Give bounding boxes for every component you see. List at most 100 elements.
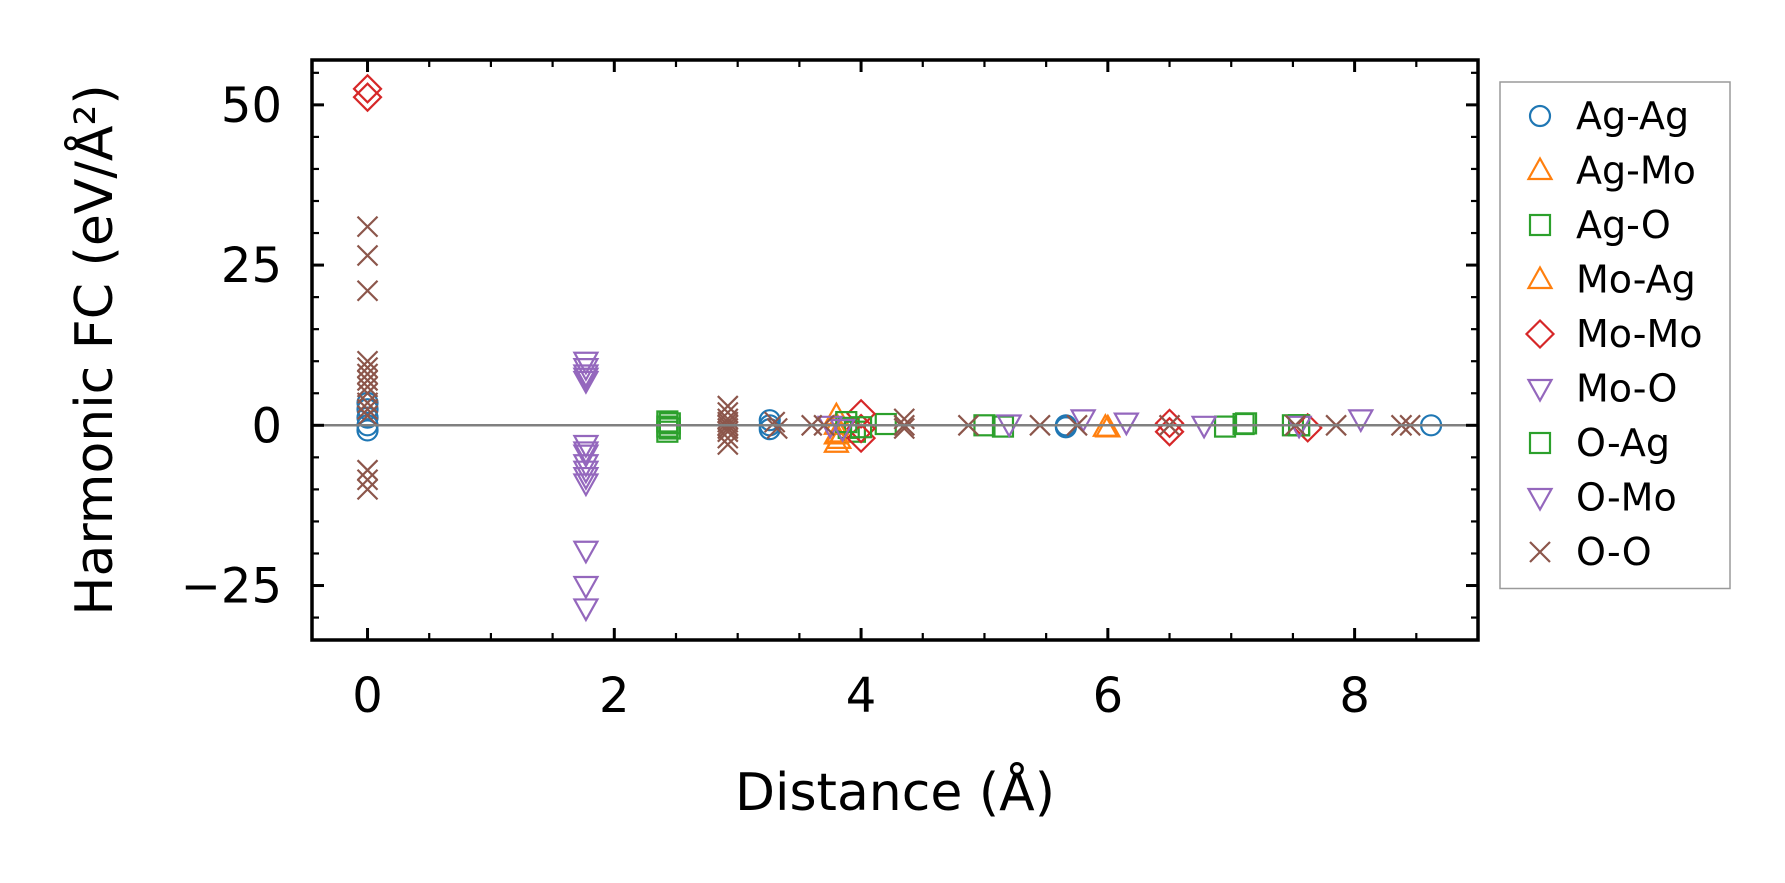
data-point: [356, 406, 379, 429]
data-point: [572, 473, 600, 498]
legend-label: Mo-Mo: [1576, 312, 1703, 356]
series-o-o: [356, 215, 1421, 501]
data-point: [717, 433, 739, 456]
major-ticks: [312, 60, 1478, 640]
legend-item: O-Mo: [1526, 476, 1677, 520]
y-tick-label: −25: [181, 559, 282, 615]
data-point: [717, 417, 739, 440]
legend-item: O-O: [1529, 530, 1652, 574]
legend-label: Ag-Mo: [1576, 149, 1696, 193]
legend-label: Ag-O: [1576, 203, 1671, 247]
series-o-mo: [572, 409, 1375, 623]
data-point: [352, 73, 383, 104]
data-point: [356, 404, 379, 427]
x-tick-label: 0: [352, 668, 383, 724]
legend-marker: [1526, 265, 1554, 290]
data-point: [356, 382, 379, 405]
data-point: [572, 454, 600, 479]
x-axis-label: Distance (Å): [735, 761, 1055, 823]
data-point: [572, 466, 600, 491]
data-point: [829, 418, 856, 443]
data-point: [356, 398, 379, 421]
data-point: [766, 417, 788, 440]
data-point: [352, 82, 383, 113]
data-point: [1069, 409, 1097, 434]
legend: Ag-Ag Ag-Mo Ag-O Mo-Ag Mo-Mo Mo-O O-Ag O-Mo O-O: [1499, 81, 1731, 590]
y-tick-label: 25: [221, 238, 282, 294]
x-tick-label: 4: [846, 668, 877, 724]
data-point: [356, 215, 379, 238]
data-point: [1154, 408, 1185, 439]
legend-marker: [1528, 213, 1552, 237]
data-point: [717, 411, 739, 433]
data-point: [1234, 412, 1258, 435]
legend-label: Mo-Ag: [1576, 258, 1696, 302]
x-tick-label: 8: [1339, 668, 1370, 724]
data-point: [893, 417, 916, 440]
data-point: [572, 351, 600, 376]
data-point: [356, 398, 379, 421]
data-point: [572, 367, 600, 392]
data-point: [758, 418, 781, 441]
data-point: [846, 398, 877, 429]
legend-marker: [1526, 156, 1554, 181]
data-point: [356, 279, 379, 302]
x-tick-labels: 0 2 4 6 8: [352, 668, 1370, 724]
data-point: [572, 575, 600, 600]
legend-marker: [1529, 541, 1551, 563]
data-point: [717, 427, 739, 449]
data-point: [763, 411, 786, 433]
legend-item: Mo-Mo: [1524, 312, 1703, 356]
legend-item: O-Ag: [1528, 421, 1670, 465]
data-point: [572, 540, 600, 565]
legend-marker: [1526, 487, 1554, 512]
legend-item: Ag-Mo: [1526, 149, 1696, 193]
legend-frame: [1499, 81, 1731, 590]
series-mo-mo: [352, 73, 1323, 454]
x-tick-label: 2: [599, 668, 630, 724]
y-axis-label: Harmonic FC (eV/Å²): [63, 84, 125, 615]
legend-item: Mo-O: [1526, 367, 1677, 411]
data-point: [572, 364, 600, 389]
legend-item: Ag-Ag: [1528, 94, 1689, 138]
data-point: [1213, 415, 1237, 438]
legend-item: Ag-O: [1528, 203, 1671, 247]
legend-label: O-Mo: [1576, 476, 1677, 520]
legend-item: Mo-Ag: [1526, 258, 1696, 302]
legend-marker: [1526, 378, 1554, 403]
data-point: [356, 459, 379, 481]
legend-label: O-O: [1576, 530, 1652, 574]
legend-label: Mo-O: [1576, 367, 1677, 411]
data-point: [572, 444, 600, 469]
legend-label: Ag-Ag: [1576, 94, 1689, 138]
legend-marker: [1528, 104, 1552, 128]
data-point: [356, 244, 379, 267]
data-point: [658, 417, 681, 440]
data-point: [572, 370, 600, 395]
data-point: [874, 412, 897, 436]
y-tick-label: 50: [221, 78, 282, 134]
data-point: [356, 469, 379, 491]
data-point: [572, 460, 600, 485]
plot-frame: [310, 58, 1480, 642]
x-tick-label: 6: [1093, 668, 1124, 724]
y-tick-labels: −25 0 25 50: [181, 78, 282, 615]
legend-label: O-Ag: [1576, 421, 1670, 465]
data-point: [656, 420, 679, 443]
data-point: [356, 376, 379, 398]
plot-area: [352, 73, 1443, 623]
data-point: [572, 441, 600, 466]
data-point: [1190, 415, 1218, 440]
series-mo-o: [572, 351, 600, 600]
data-point: [356, 478, 379, 501]
data-point: [1112, 412, 1140, 437]
data-point: [1154, 416, 1185, 447]
y-tick-label: 0: [251, 398, 282, 454]
legend-marker: [1528, 431, 1552, 455]
data-point: [572, 598, 600, 623]
minor-ticks: [312, 60, 1480, 640]
data-point: [1347, 409, 1375, 434]
data-point: [356, 419, 379, 442]
legend-marker: [1524, 318, 1556, 350]
